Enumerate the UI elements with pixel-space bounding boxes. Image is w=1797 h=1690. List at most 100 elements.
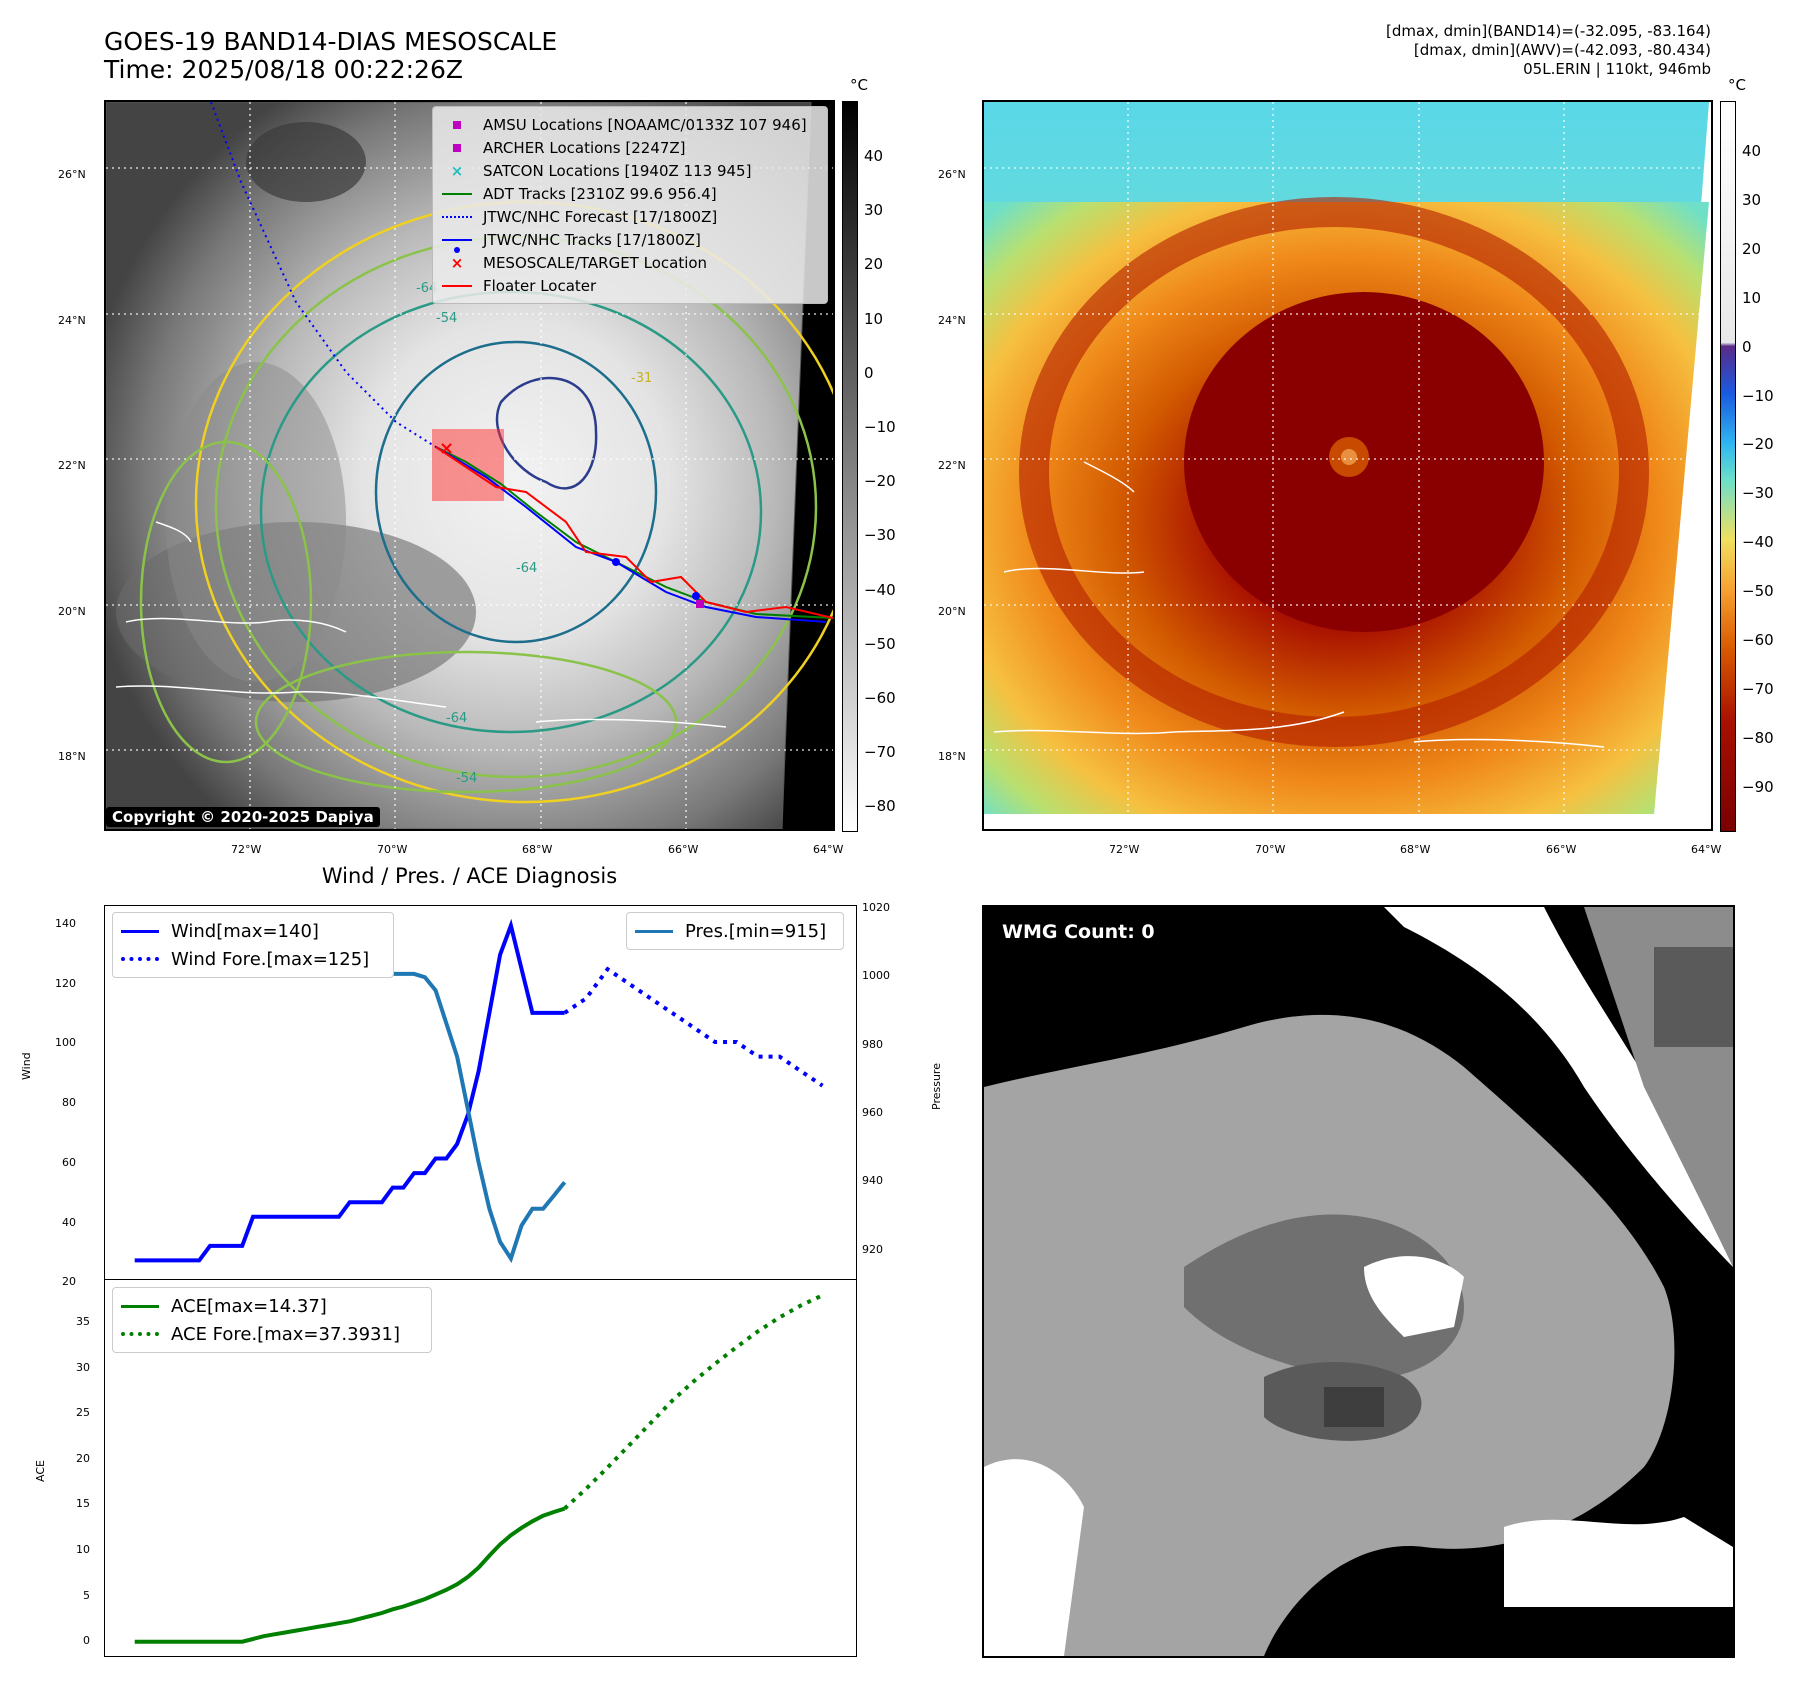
left-colorbar — [842, 101, 858, 832]
wind-axis-label: Wind — [20, 1052, 33, 1080]
contour-label: -64 — [416, 281, 437, 296]
wmg-panel: WMG Count: 0 — [982, 905, 1735, 1658]
legend-label: ACE Fore.[max=37.3931] — [171, 1323, 400, 1345]
axis-tick-label: 1000 — [862, 969, 890, 983]
lon-tick: 72°W — [231, 843, 262, 856]
lon-tick: 70°W — [377, 843, 408, 856]
lat-tick: 20°N — [938, 605, 966, 618]
title-line-2: Time: 2025/08/18 00:22:26Z — [104, 55, 463, 84]
legend-item-forecast: JTWC/NHC Forecast [17/1800Z] — [441, 205, 819, 228]
axis-tick-label: 60 — [62, 1155, 76, 1169]
axis-tick-label: 20 — [62, 1275, 76, 1289]
legend-item-ace-fore: ACE Fore.[max=37.3931] — [121, 1320, 423, 1348]
legend-item-ace: ACE[max=14.37] — [121, 1292, 423, 1320]
dotted-line-icon — [121, 1332, 159, 1336]
legend-label: SATCON Locations [1940Z 113 945] — [483, 161, 752, 180]
line-icon — [121, 1304, 159, 1308]
axis-tick-label: −10 — [1742, 386, 1774, 405]
lat-tick: 26°N — [938, 168, 966, 181]
lon-tick: 66°W — [668, 843, 699, 856]
contour-label: -64 — [446, 711, 467, 726]
axis-tick-label: 10 — [76, 1543, 90, 1556]
legend-label: Pres.[min=915] — [685, 920, 827, 942]
diagnosis-title: Wind / Pres. / ACE Diagnosis — [321, 864, 618, 888]
colorbar-unit: °C — [850, 76, 868, 94]
axis-tick-label: −60 — [1742, 631, 1774, 649]
lat-tick: 26°N — [58, 168, 86, 181]
legend-label: Wind Fore.[max=125] — [171, 948, 370, 970]
track-point — [612, 558, 620, 566]
lon-tick: 66°W — [1546, 843, 1577, 856]
axis-tick-label: 920 — [862, 1242, 883, 1256]
axis-tick-label: 960 — [862, 1105, 883, 1119]
ace-legend: ACE[max=14.37] ACE Fore.[max=37.3931] — [112, 1287, 432, 1353]
copyright-label: Copyright © 2020-2025 Dapiya — [106, 807, 380, 827]
axis-tick-label: 20 — [864, 255, 884, 274]
contour-label: -54 — [456, 771, 477, 786]
axis-tick-label: 15 — [76, 1497, 90, 1511]
legend-label: JTWC/NHC Tracks [17/1800Z] — [483, 230, 701, 249]
axis-tick-label: −50 — [864, 634, 896, 653]
legend-label: ACE[max=14.37] — [171, 1295, 327, 1317]
legend-item-archer: ARCHER Locations [2247Z] — [441, 136, 819, 159]
legend-label: Floater Locater — [483, 276, 597, 295]
svg-text:×: × — [439, 438, 454, 459]
contour-label: -31 — [631, 371, 652, 386]
axis-tick-label: 0 — [83, 1634, 90, 1648]
awv-map-panel — [982, 100, 1713, 831]
band14-map-panel: × -64 -54 -31 -64 -64 -54 AMSU Locations… — [104, 100, 835, 831]
storm-info: [dmax, dmin](BAND14)=(-32.095, -83.164) … — [1386, 22, 1711, 79]
axis-tick-label: −40 — [1742, 533, 1774, 552]
axis-tick-label: 0 — [864, 363, 874, 382]
legend-item-satcon: × SATCON Locations [1940Z 113 945] — [441, 159, 819, 182]
right-colorbar — [1720, 101, 1736, 832]
lat-tick: 18°N — [58, 750, 86, 763]
axis-tick-label: 30 — [864, 201, 884, 220]
title-line-1: GOES-19 BAND14-DIAS MESOSCALE — [104, 27, 558, 56]
track-point — [692, 592, 700, 600]
axis-tick-label: −70 — [1742, 679, 1774, 698]
axis-tick-label: −10 — [864, 418, 896, 436]
axis-tick-label: 10 — [1742, 288, 1762, 307]
axis-tick-label: 980 — [862, 1037, 883, 1051]
lat-tick: 22°N — [58, 459, 86, 472]
legend-label: AMSU Locations [NOAAMC/0133Z 107 946] — [483, 115, 807, 134]
axis-tick-label: 140 — [55, 917, 76, 930]
lon-tick: 68°W — [522, 843, 553, 856]
axis-tick-label: −40 — [864, 580, 896, 599]
contour-label: -64 — [516, 561, 537, 576]
line-icon — [121, 929, 159, 933]
lat-tick: 22°N — [938, 459, 966, 472]
legend-item-pres: Pres.[min=915] — [635, 917, 835, 945]
info-line-1: [dmax, dmin](BAND14)=(-32.095, -83.164) — [1386, 22, 1711, 40]
legend-label: MESOSCALE/TARGET Location — [483, 253, 708, 272]
axis-tick-label: −50 — [1742, 582, 1774, 601]
x-marker-icon: × — [450, 161, 464, 180]
axis-tick-label: −80 — [864, 797, 896, 816]
axis-tick-label: −20 — [1742, 435, 1774, 454]
info-line-3: 05L.ERIN | 110kt, 946mb — [1523, 60, 1711, 78]
map-legend: AMSU Locations [NOAAMC/0133Z 107 946] AR… — [432, 106, 828, 304]
axis-tick-label: 120 — [55, 976, 76, 990]
legend-item-adt: ADT Tracks [2310Z 99.6 956.4] — [441, 182, 819, 205]
axis-tick-label: −30 — [1742, 484, 1774, 503]
line-icon — [442, 284, 472, 287]
legend-item-tracks: JTWC/NHC Tracks [17/1800Z] — [441, 228, 819, 253]
lon-tick: 70°W — [1255, 843, 1286, 856]
lat-tick: 24°N — [938, 314, 966, 327]
legend-item-target: × MESOSCALE/TARGET Location — [441, 251, 819, 274]
line-icon — [635, 929, 673, 933]
contour-label: -54 — [436, 311, 457, 326]
wmg-image — [984, 907, 1733, 1656]
info-line-2: [dmax, dmin](AWV)=(-42.093, -80.434) — [1413, 41, 1711, 59]
legend-label: ARCHER Locations [2247Z] — [483, 138, 686, 157]
wind-legend: Wind[max=140] Wind Fore.[max=125] — [112, 912, 394, 978]
axis-tick-label: 25 — [76, 1406, 90, 1420]
pressure-legend: Pres.[min=915] — [626, 912, 844, 950]
legend-item-floater: Floater Locater — [441, 274, 819, 297]
pressure-axis-label: Pressure — [930, 1063, 943, 1110]
axis-tick-label: −90 — [1742, 777, 1774, 796]
legend-item-wind: Wind[max=140] — [121, 917, 385, 945]
legend-label: JTWC/NHC Forecast [17/1800Z] — [483, 207, 718, 226]
axis-tick-label: 40 — [1742, 142, 1762, 160]
